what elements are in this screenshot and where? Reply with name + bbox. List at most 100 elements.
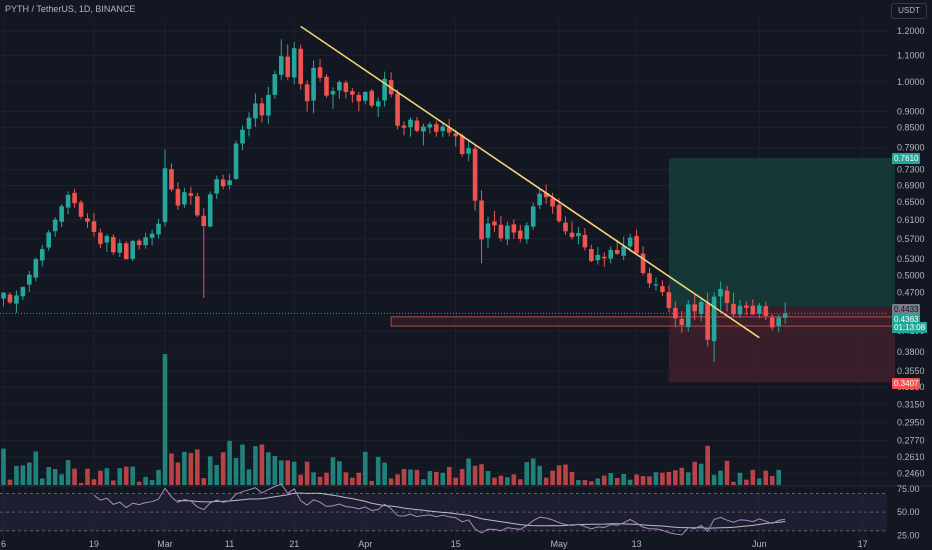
volume-bar bbox=[337, 461, 342, 485]
candle-body bbox=[511, 224, 517, 233]
candle-body bbox=[227, 180, 232, 186]
y-tick-label: 0.7900 bbox=[897, 143, 925, 153]
target-zone bbox=[668, 158, 895, 307]
volume-bar bbox=[653, 472, 659, 485]
candle-body bbox=[259, 103, 265, 116]
y-tick-label: 0.6500 bbox=[897, 197, 925, 207]
volume-bar bbox=[266, 452, 271, 485]
volume-bar bbox=[46, 467, 52, 485]
volume-bar bbox=[459, 469, 465, 485]
candle-body bbox=[304, 84, 310, 102]
volume-bar bbox=[589, 481, 594, 485]
volume-bar bbox=[304, 461, 310, 485]
candle-countdown-label: 01:13:08 bbox=[892, 322, 928, 333]
candle-body bbox=[459, 135, 465, 155]
volume-bar bbox=[595, 478, 601, 485]
candle-body bbox=[466, 148, 471, 154]
candle-body bbox=[479, 200, 484, 240]
volume-bar bbox=[98, 470, 103, 485]
target-price-label: 0.7610 bbox=[892, 153, 921, 164]
volume-bar bbox=[711, 474, 717, 485]
volume-bar bbox=[408, 469, 413, 485]
candle-body bbox=[298, 48, 303, 84]
quote-currency-button[interactable]: USDT bbox=[891, 3, 927, 19]
volume-bar bbox=[414, 469, 420, 485]
volume-bar bbox=[757, 478, 762, 485]
candle-body bbox=[763, 306, 769, 316]
volume-bar bbox=[220, 452, 226, 485]
volume-bar bbox=[7, 479, 13, 485]
volume-bar bbox=[350, 477, 355, 485]
candle-body bbox=[362, 91, 368, 101]
candle-body bbox=[91, 221, 97, 232]
candle-body bbox=[724, 290, 730, 304]
volume-bar bbox=[737, 472, 743, 485]
candle-body bbox=[266, 94, 271, 116]
volume-bar bbox=[72, 468, 77, 485]
candle-body bbox=[201, 215, 207, 226]
y-tick-label: 0.5700 bbox=[897, 234, 925, 244]
trendline bbox=[300, 25, 760, 339]
volume-bar bbox=[427, 471, 433, 485]
candle-body bbox=[272, 74, 278, 95]
candle-body bbox=[72, 192, 77, 204]
candle-body bbox=[576, 233, 581, 237]
volume-bar bbox=[240, 444, 245, 485]
candle-body bbox=[711, 296, 717, 342]
volume-bar bbox=[227, 440, 232, 485]
candle-body bbox=[169, 169, 174, 190]
volume-bar bbox=[750, 469, 756, 485]
candle-body bbox=[117, 243, 123, 253]
volume-bar bbox=[356, 472, 362, 485]
candle-body bbox=[278, 56, 284, 75]
volume-bar bbox=[33, 451, 39, 485]
candle-body bbox=[253, 103, 258, 119]
candle-body bbox=[98, 232, 103, 245]
candle-body bbox=[1, 292, 6, 299]
candle-body bbox=[414, 120, 420, 131]
volume-bar bbox=[39, 478, 45, 485]
candle-body bbox=[647, 273, 652, 284]
last-close-label: 0.4433 bbox=[892, 304, 921, 315]
volume-bar bbox=[207, 456, 213, 485]
candle-body bbox=[776, 317, 781, 327]
volume-bar bbox=[59, 474, 64, 485]
candle-body bbox=[757, 305, 762, 314]
candle-body bbox=[582, 234, 588, 248]
volume-bar bbox=[524, 462, 530, 485]
volume-bar bbox=[78, 482, 84, 485]
volume-bar bbox=[117, 468, 123, 485]
candle-body bbox=[291, 48, 297, 78]
volume-bar bbox=[253, 446, 258, 485]
rsi-ma-line bbox=[177, 492, 786, 529]
volume-bar bbox=[27, 462, 32, 485]
rsi-tick-label: 75.00 bbox=[897, 484, 920, 494]
volume-bar bbox=[518, 479, 523, 485]
candle-body bbox=[530, 206, 536, 227]
volume-bar bbox=[169, 453, 174, 485]
candle-body bbox=[750, 305, 756, 315]
candle-body bbox=[195, 196, 200, 216]
volume-bar bbox=[182, 451, 187, 485]
volume-bar bbox=[123, 466, 129, 485]
candle-body bbox=[498, 224, 504, 239]
volume-bar bbox=[156, 469, 161, 485]
candle-body bbox=[85, 218, 90, 222]
candle-body bbox=[46, 232, 52, 248]
volume-bar bbox=[763, 470, 769, 485]
volume-bar bbox=[195, 449, 200, 485]
volume-bar bbox=[776, 469, 781, 485]
candle-body bbox=[136, 240, 142, 246]
y-tick-label: 0.5300 bbox=[897, 254, 925, 264]
volume-bar bbox=[679, 467, 685, 485]
volume-bar bbox=[660, 472, 665, 485]
candle-body bbox=[518, 230, 523, 239]
y-tick-label: 0.9000 bbox=[897, 106, 925, 116]
volume-bar bbox=[543, 477, 549, 485]
volume-bar bbox=[324, 472, 329, 485]
y-tick-label: 0.8500 bbox=[897, 122, 925, 132]
volume-bar bbox=[724, 460, 730, 485]
volume-bar bbox=[434, 471, 439, 485]
volume-bar bbox=[14, 465, 19, 485]
